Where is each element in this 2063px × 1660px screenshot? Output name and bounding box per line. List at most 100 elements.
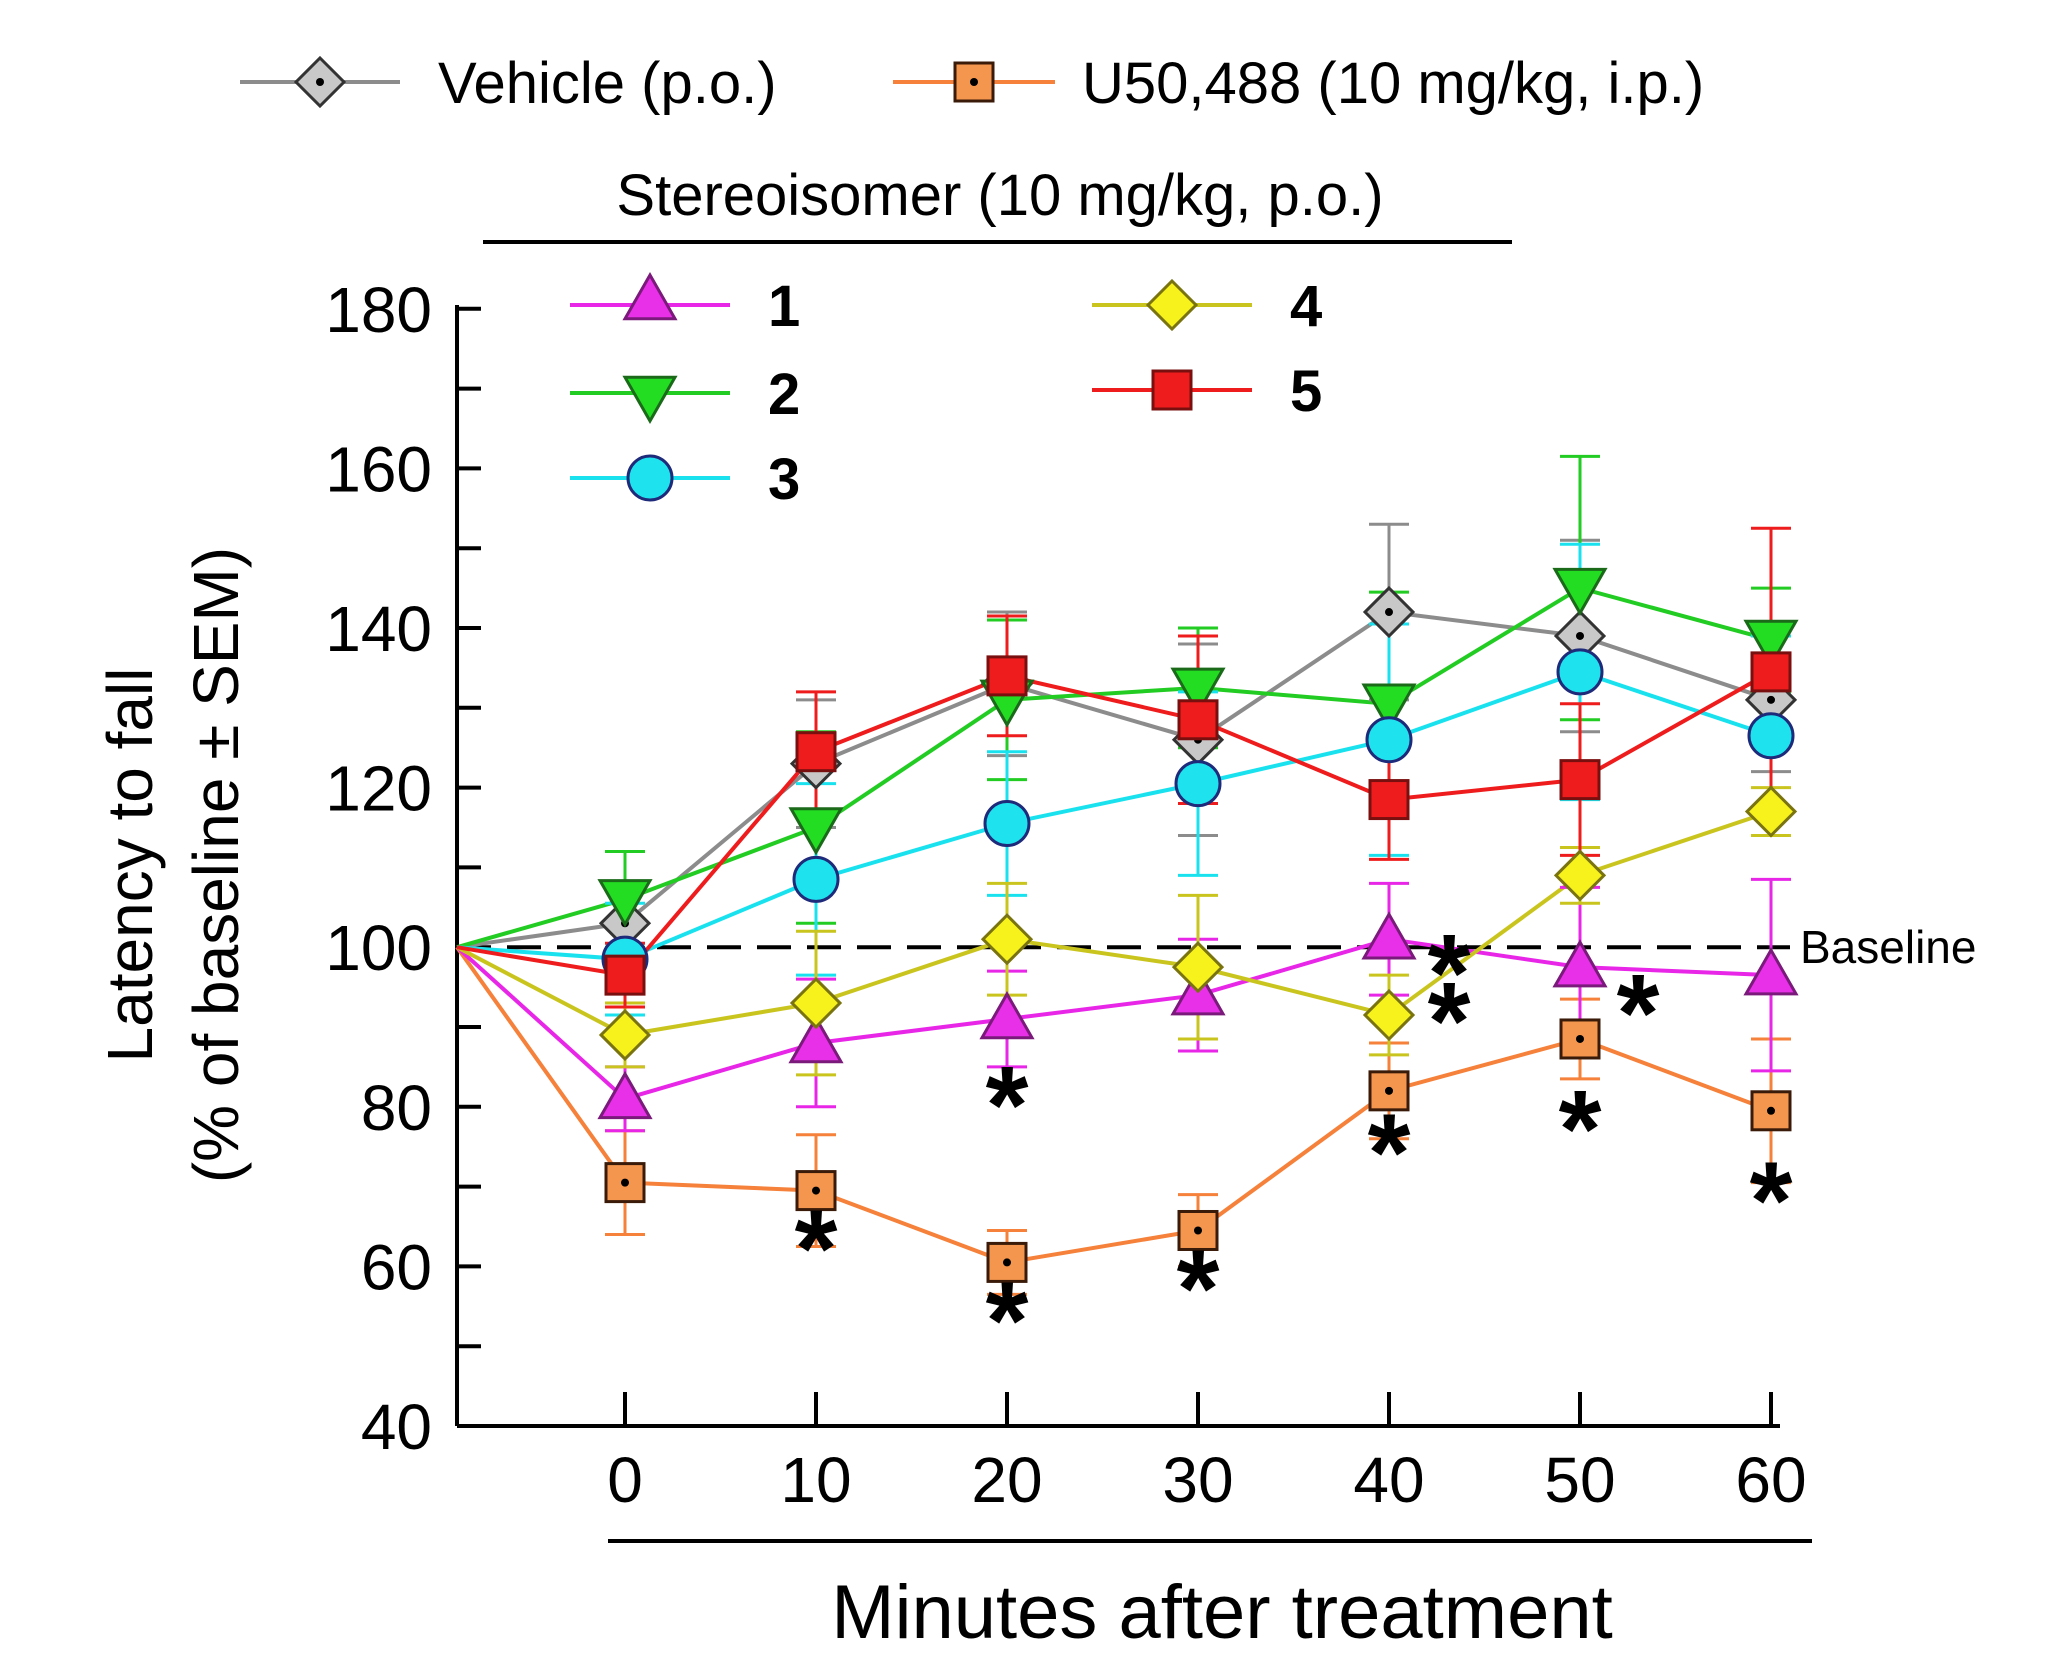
y-tick-label-140: 140 — [325, 593, 432, 665]
data-point-1-2-dot — [1003, 1258, 1011, 1267]
data-point-3-3 — [1170, 667, 1226, 716]
data-point-6-5 — [1559, 759, 1601, 801]
legend-marker-3 — [626, 454, 674, 502]
data-point-4-6 — [1747, 712, 1795, 760]
data-point-3-5 — [1552, 567, 1608, 617]
data-point-4-2 — [983, 800, 1031, 848]
x-tick-label-60: 60 — [1735, 1444, 1806, 1516]
data-point-2-2 — [979, 990, 1035, 1040]
legend-symbol-1-dot — [970, 78, 978, 86]
data-point-0-4-dot — [1385, 608, 1393, 617]
data-point-1-1-dot — [812, 1186, 820, 1195]
data-point-1-0-dot — [621, 1178, 629, 1187]
x-tick-label-20: 20 — [971, 1444, 1042, 1516]
legend-label-vehicle: Vehicle (p.o.) — [438, 51, 777, 116]
y-tick-label-100: 100 — [325, 912, 432, 984]
data-point-5-3 — [1171, 941, 1225, 994]
legend-label-1: 1 — [768, 274, 800, 339]
x-tick-label-30: 30 — [1162, 1444, 1233, 1516]
legend-marker-1 — [622, 271, 678, 321]
y-axis-title-line2: (% of baseline ± SEM) — [180, 547, 252, 1183]
data-point-4-3 — [1174, 760, 1222, 808]
y-tick-label-40: 40 — [361, 1391, 432, 1463]
legend-label-u50488: U50,488 (10 mg/kg, i.p.) — [1082, 51, 1704, 116]
y-tick-label-120: 120 — [325, 753, 432, 825]
legend-marker-4 — [1145, 278, 1199, 332]
data-point-1-3 — [1177, 1209, 1219, 1251]
data-point-6-1 — [795, 731, 837, 773]
significance-star-6: * — [1368, 1092, 1411, 1215]
data-point-3-4 — [1361, 683, 1417, 732]
data-point-6-2 — [986, 655, 1028, 697]
data-point-0-6-dot — [1767, 695, 1775, 704]
data-point-5-2 — [980, 913, 1034, 966]
data-point-1-3-dot — [1194, 1226, 1202, 1235]
significance-star-5: * — [1428, 960, 1471, 1083]
error-bars — [605, 454, 1791, 1296]
significance-star-1: * — [986, 1044, 1029, 1167]
data-point-3-0 — [597, 879, 653, 928]
y-axis-ticks: 40 60 80 100 120 140 160 180 — [325, 274, 481, 1463]
x-tick-label-40: 40 — [1353, 1444, 1424, 1516]
legend-symbol-5 — [1145, 278, 1199, 332]
data-point-5-4 — [1362, 988, 1416, 1042]
series-line-4 — [456, 669, 1772, 962]
x-tick-label-10: 10 — [780, 1444, 851, 1516]
data-point-1-6-dot — [1767, 1106, 1775, 1115]
legend-marker-2 — [622, 375, 678, 425]
x-axis-title: Minutes after treatment — [831, 1570, 1612, 1655]
significance-star-9: * — [1750, 1140, 1793, 1263]
legend-symbol-6 — [1151, 369, 1193, 411]
series-lines — [455, 585, 1772, 1265]
series-line-1 — [455, 946, 1772, 1265]
series-line-5 — [456, 809, 1772, 1038]
significance-star-7: * — [1617, 952, 1660, 1075]
x-tick-label-50: 50 — [1544, 1444, 1615, 1516]
data-point-5-0 — [598, 1008, 652, 1062]
data-point-2-5 — [1552, 939, 1608, 988]
y-tick-label-160: 160 — [325, 433, 432, 505]
legend-symbol-3 — [622, 375, 678, 425]
legend-label-3: 3 — [768, 447, 800, 512]
legend-marker-u50488 — [953, 61, 995, 103]
legend-group-title: Stereoisomer (10 mg/kg, p.o.) — [616, 163, 1383, 228]
data-point-2-4 — [1361, 911, 1417, 960]
significance-star-2: * — [986, 1259, 1029, 1382]
data-point-1-5-dot — [1576, 1034, 1584, 1043]
legend-symbol-4 — [626, 454, 674, 502]
y-tick-label-180: 180 — [325, 274, 432, 346]
data-point-2-0 — [597, 1070, 653, 1120]
legend-symbol-0-dot — [316, 78, 324, 86]
significance-star-8: * — [1559, 1068, 1602, 1191]
data-point-0-5-dot — [1576, 631, 1584, 640]
y-tick-label-80: 80 — [361, 1072, 432, 1144]
data-point-1-4-dot — [1385, 1086, 1393, 1095]
data-point-6-3 — [1177, 699, 1219, 741]
legend-label-4: 4 — [1290, 274, 1322, 339]
data-point-6-0 — [604, 954, 646, 996]
y-axis-title-line1: Latency to fall — [94, 668, 166, 1063]
significance-star-0: * — [795, 1187, 838, 1310]
data-point-6-4 — [1368, 779, 1410, 821]
legend-marker-5 — [1151, 369, 1193, 411]
x-axis-ticks: 0 10 20 30 40 50 60 — [607, 1392, 1807, 1516]
x-tick-label-0: 0 — [607, 1444, 643, 1516]
data-point-6-6 — [1750, 651, 1792, 693]
data-point-4-4 — [1365, 716, 1413, 764]
data-point-5-5 — [1553, 849, 1607, 902]
data-point-2-6 — [1743, 947, 1799, 996]
legend-marker-vehicle — [293, 55, 347, 109]
baseline-label: Baseline — [1800, 921, 1976, 973]
series-line-3 — [456, 585, 1772, 950]
series-line-2 — [455, 937, 1772, 1102]
data-markers — [597, 567, 1799, 1283]
legend-symbol-2 — [622, 271, 678, 321]
legend-stereoisomers: 1 2 3 4 5 — [570, 271, 1322, 512]
legend-label-5: 5 — [1290, 359, 1322, 424]
data-point-2-1 — [788, 1014, 844, 1064]
series-line-6 — [456, 670, 1772, 978]
data-point-3-6 — [1743, 619, 1799, 668]
data-point-3-1 — [788, 807, 844, 856]
data-point-5-1 — [789, 976, 843, 1030]
